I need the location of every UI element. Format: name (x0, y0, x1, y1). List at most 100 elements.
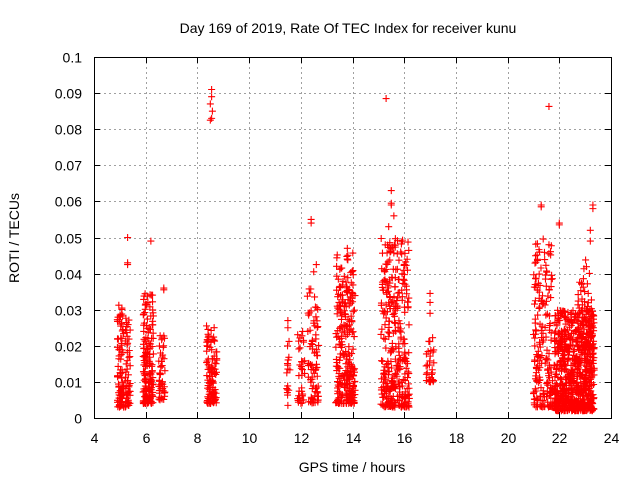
data-point (573, 404, 581, 412)
data-point (284, 391, 292, 399)
data-point (204, 376, 212, 384)
data-point (348, 318, 356, 326)
data-point (207, 391, 215, 399)
data-point (122, 384, 130, 392)
data-point (203, 357, 211, 365)
data-point (351, 292, 359, 300)
data-point (429, 334, 437, 342)
data-point (532, 363, 540, 371)
data-point (336, 324, 344, 332)
data-point (139, 352, 147, 360)
data-point (308, 375, 316, 383)
data-point (402, 364, 410, 372)
data-point (578, 333, 586, 341)
data-point (395, 377, 403, 385)
data-point (553, 364, 561, 372)
x-tick-label: 6 (143, 430, 151, 446)
data-point (114, 362, 122, 370)
data-point (333, 254, 341, 262)
data-point (571, 361, 579, 369)
data-point (553, 407, 561, 415)
data-point (559, 352, 567, 360)
data-point (114, 317, 122, 325)
data-point (564, 308, 572, 316)
data-point (388, 364, 396, 372)
data-point (117, 334, 125, 342)
data-point (535, 304, 543, 312)
data-point (582, 256, 590, 264)
data-point (393, 372, 401, 380)
data-point (306, 326, 314, 334)
data-point (312, 313, 320, 321)
data-point (585, 349, 593, 357)
data-point (587, 305, 595, 313)
data-point (589, 353, 597, 361)
data-point (426, 352, 434, 360)
data-point (589, 322, 597, 330)
data-point (547, 294, 555, 302)
data-point (340, 328, 348, 336)
data-point (569, 347, 577, 355)
data-point (531, 275, 539, 283)
data-point (583, 353, 591, 361)
data-point (284, 356, 292, 364)
data-point (391, 306, 399, 314)
data-point (348, 268, 356, 276)
data-point (377, 234, 385, 242)
data-point (531, 297, 539, 305)
data-point (537, 353, 545, 361)
data-point (579, 407, 587, 415)
data-point (542, 271, 550, 279)
data-point (312, 331, 320, 339)
data-point (396, 320, 404, 328)
data-point (155, 376, 163, 384)
data-point (337, 315, 345, 323)
data-point (566, 342, 574, 350)
data-point (387, 201, 395, 209)
data-point (570, 406, 578, 414)
data-point (577, 372, 585, 380)
data-point (210, 324, 218, 332)
data-point (401, 308, 409, 316)
data-point (342, 278, 350, 286)
data-point (145, 379, 153, 387)
data-point (122, 360, 130, 368)
data-point (426, 309, 434, 317)
data-point (298, 392, 306, 400)
data-point (382, 95, 390, 103)
data-point (565, 389, 573, 397)
data-point (147, 370, 155, 378)
data-point (337, 341, 345, 349)
data-point (539, 235, 547, 243)
data-point (404, 391, 412, 399)
data-point (395, 317, 403, 325)
data-point (344, 315, 352, 323)
data-point (148, 321, 156, 329)
data-point (349, 249, 357, 257)
data-point (351, 378, 359, 386)
x-tick-label: 14 (346, 430, 362, 446)
data-point (340, 351, 348, 359)
data-point (118, 304, 126, 312)
data-point (314, 382, 322, 390)
data-point (346, 356, 354, 364)
data-point (313, 372, 321, 380)
data-point (531, 300, 539, 308)
data-point (343, 244, 351, 252)
data-point (146, 385, 154, 393)
data-point (350, 306, 358, 314)
data-point (122, 394, 130, 402)
data-point (536, 338, 544, 346)
data-point (333, 272, 341, 280)
data-point (208, 114, 216, 122)
data-point (402, 399, 410, 407)
data-point (536, 402, 544, 410)
data-point (156, 369, 164, 377)
data-point (533, 351, 541, 359)
data-point (349, 345, 357, 353)
data-point (141, 393, 149, 401)
data-point (569, 389, 577, 397)
data-point (400, 271, 408, 279)
data-point (144, 298, 152, 306)
data-point (208, 85, 216, 93)
